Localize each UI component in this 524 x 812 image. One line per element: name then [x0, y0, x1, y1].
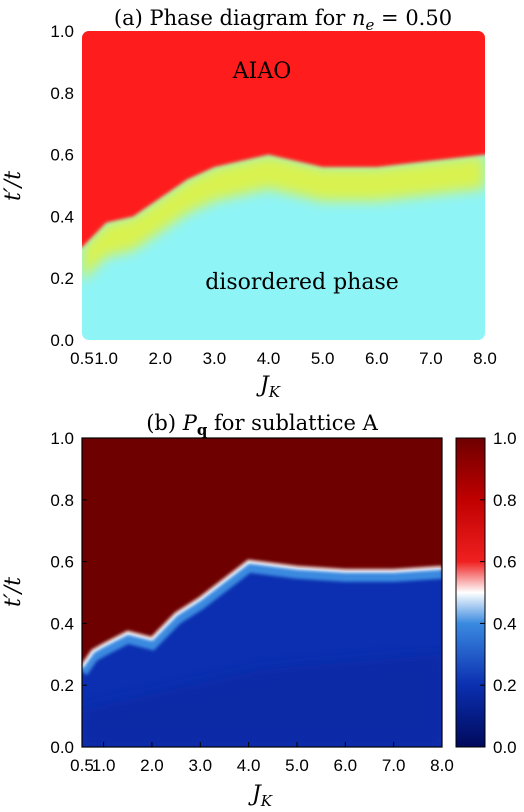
y-tick-label: 0.8: [50, 491, 74, 510]
panel-b-plot: [82, 438, 442, 747]
transition-edge-blue: [82, 560, 442, 676]
x-tick-label: 3.0: [203, 349, 227, 368]
x-tick-label: 2.0: [148, 349, 172, 368]
y-tick-label: 0.0: [50, 738, 74, 757]
y-tick-label: 0.4: [50, 207, 74, 226]
panel-b-ticks: 0.51.0 2.0 3.0 4.0 5.0 6.0 7.0 8.00.00.20.40.60…: [50, 429, 453, 775]
region-label-disordered: disordered phase: [205, 270, 399, 295]
x-tick-label: 6.0: [365, 349, 389, 368]
panel-b-xlabel: JK: [248, 782, 273, 810]
colorbar: 0.0 0.2 0.4 0.6 0.8 1.0: [455, 429, 517, 757]
y-tick-label: 0.6: [50, 146, 74, 165]
x-tick-label: 8.0: [430, 756, 454, 775]
panel-b-title: (b) Pq for sublattice A: [146, 411, 378, 439]
y-tick-label: 0.2: [50, 676, 74, 695]
colorbar-tick-label: 0.2: [493, 676, 517, 695]
phase-transition-glow: [82, 154, 485, 282]
high-pq-region-fill: [82, 438, 442, 667]
x-tick-label: 4.0: [237, 756, 261, 775]
panel-a: (a) Phase diagram for ne = 0.50 0.5 1.0 2.…: [1, 6, 497, 401]
panel-a-ylabel: t′/t: [1, 171, 26, 201]
colorbar-tick-label: 0.6: [493, 553, 517, 572]
y-tick-label: 0.6: [50, 553, 74, 572]
x-tick-label: 8.0: [473, 349, 497, 368]
y-tick-label: 1.0: [50, 429, 74, 448]
panel-b-ylabel: t′/t: [1, 577, 26, 607]
low-pq-shading: [82, 654, 442, 747]
y-tick-label: 1.0: [50, 22, 74, 41]
colorbar-tick-label: 0.8: [493, 491, 517, 510]
colorbar-gradient: [455, 437, 486, 748]
x-tick-label: 0.5: [70, 756, 94, 775]
x-tick-label: 5.0: [311, 349, 335, 368]
y-tick-label: 0.4: [50, 614, 74, 633]
x-tick-label: 4.0: [257, 349, 281, 368]
transition-line: [82, 559, 442, 668]
x-tick-label: 7.0: [419, 349, 443, 368]
x-tick-label: 7.0: [382, 756, 406, 775]
panel-a-ticks: 0.5 1.0 2.0 3.0 4.0 5.0 6.0 7.0 8.00.00.20.40.60…: [50, 22, 496, 368]
y-tick-label: 0.2: [50, 269, 74, 288]
x-tick-label: 2.0: [140, 756, 164, 775]
colorbar-tick-label: 0.4: [493, 614, 517, 633]
x-tick-label: 1.0: [92, 756, 116, 775]
panel-a-plot: [82, 31, 485, 340]
region-label-aiao: AIAO: [232, 59, 292, 84]
panel-b: (b) Pq for sublattice A 0.51.0 2.0 3.0 4.0 5…: [1, 411, 517, 810]
x-tick-label: 5.0: [285, 756, 309, 775]
x-tick-label: 3.0: [188, 756, 212, 775]
y-tick-label: 0.8: [50, 84, 74, 103]
colorbar-tick-label: 0.0: [493, 738, 517, 757]
x-tick-label: 1.0: [94, 349, 118, 368]
panel-b-frame: [81, 437, 443, 748]
colorbar-ticks: 0.0 0.2 0.4 0.6 0.8 1.0: [480, 429, 517, 757]
panel-a-xlabel: JK: [256, 373, 281, 401]
x-tick-label: 0.5: [70, 349, 94, 368]
colorbar-tick-label: 1.0: [493, 429, 517, 448]
panel-a-title: (a) Phase diagram for ne = 0.50: [114, 6, 452, 34]
aiao-region-fill: [82, 31, 485, 248]
x-tick-label: 6.0: [333, 756, 357, 775]
y-tick-label: 0.0: [50, 331, 74, 350]
